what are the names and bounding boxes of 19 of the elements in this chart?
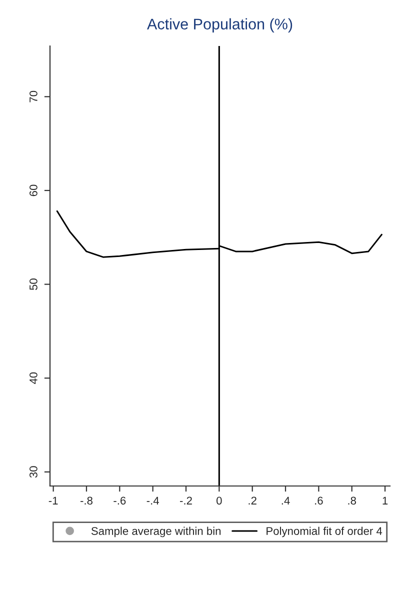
x-tick-label: -.4 [146,496,159,504]
x-tick-label: -1 [48,496,58,504]
y-tick-label: 50 [30,278,38,290]
y-tick-label: 40 [30,372,38,384]
y-tick-label: 70 [30,90,38,102]
legend-label: Polynomial fit of order 4 [266,526,382,538]
x-tick-label: .2 [248,496,256,504]
x-tick-label: -.6 [114,496,126,505]
x-tick-label: 1 [382,496,388,504]
chart-title: Active Population (%) [147,18,292,33]
x-tick-label: -.2 [180,496,192,504]
y-tick-label: 60 [30,184,38,196]
x-tick-label: 0 [216,496,222,505]
y-tick-label: 30 [30,466,38,478]
legend-label: Sample average within bin [91,526,221,538]
x-tick-label: .8 [348,496,356,505]
x-tick-label: -.8 [80,496,92,505]
x-tick-label: .6 [315,496,323,505]
x-tick-label: .4 [282,496,290,504]
